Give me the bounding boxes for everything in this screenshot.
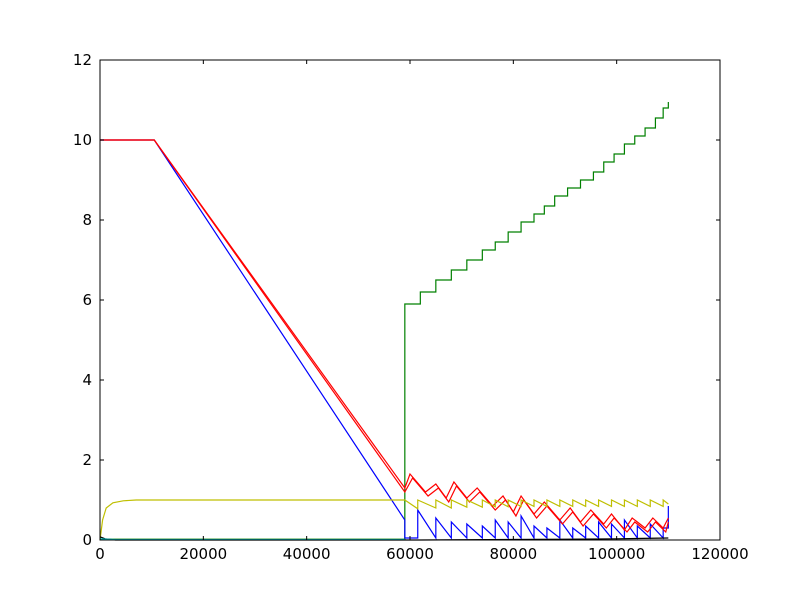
series-line-1 xyxy=(100,102,669,540)
x-tick-label: 60000 xyxy=(386,545,434,563)
x-tick-label: 80000 xyxy=(489,545,537,563)
y-tick-label: 0 xyxy=(82,531,92,549)
ticks-layer: 0 20000 40000 60000 80000 100000 120000 0 2 4 6 8 10… xyxy=(73,51,749,563)
y-tick-label: 4 xyxy=(82,371,92,389)
x-tick-label: 0 xyxy=(95,545,105,563)
series-line-4 xyxy=(100,139,669,534)
x-tick-label: 120000 xyxy=(691,545,748,563)
series-line-2 xyxy=(100,139,669,541)
x-tick-label: 100000 xyxy=(588,545,645,563)
series-line-5 xyxy=(99,498,669,541)
y-tick-label: 2 xyxy=(82,451,92,469)
y-tick-label: 12 xyxy=(73,51,92,69)
y-tick-label: 8 xyxy=(82,211,92,229)
x-tick-label: 20000 xyxy=(179,545,227,563)
y-tick-label: 6 xyxy=(82,291,92,309)
plot-area xyxy=(100,60,720,540)
x-tick-label: 40000 xyxy=(283,545,331,563)
y-tick-label: 10 xyxy=(73,131,92,149)
